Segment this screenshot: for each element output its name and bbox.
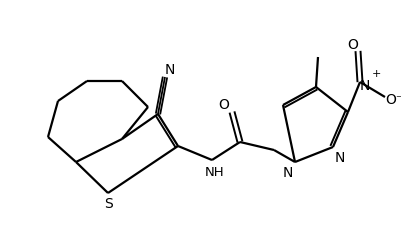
Text: N: N [359, 79, 369, 93]
Text: S: S [104, 196, 113, 210]
Text: O⁻: O⁻ [384, 93, 401, 106]
Text: N: N [334, 150, 344, 164]
Text: O: O [218, 98, 229, 111]
Text: O: O [347, 38, 358, 52]
Text: N: N [164, 63, 175, 77]
Text: +: + [371, 69, 380, 79]
Text: N: N [282, 165, 292, 179]
Text: NH: NH [205, 166, 224, 179]
